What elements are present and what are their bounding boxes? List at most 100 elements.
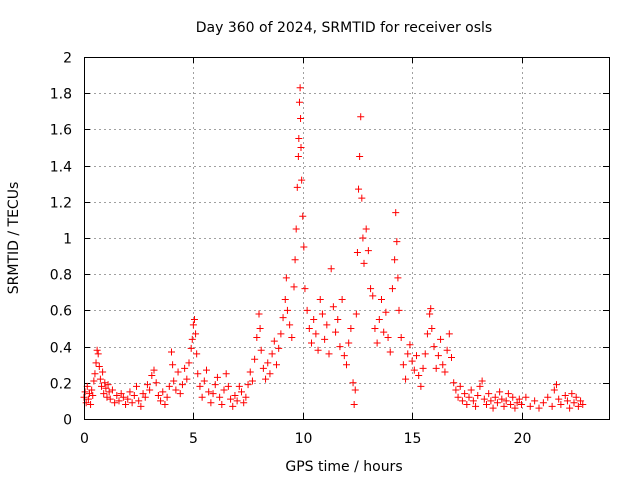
- data-point: [312, 330, 320, 338]
- data-point: [456, 382, 464, 390]
- data-point: [174, 368, 182, 376]
- data-point: [187, 344, 195, 352]
- data-point: [172, 386, 180, 394]
- data-point: [308, 339, 315, 347]
- data-point: [388, 285, 396, 293]
- data-point: [100, 390, 108, 398]
- data-point: [417, 382, 425, 390]
- data-point: [185, 359, 193, 367]
- data-point: [483, 401, 490, 409]
- data-point: [93, 346, 101, 354]
- data-point: [522, 393, 530, 401]
- data-point: [432, 364, 440, 372]
- data-point: [513, 399, 521, 407]
- data-point: [163, 393, 171, 401]
- x-tick-label: 0: [80, 431, 89, 447]
- data-point: [295, 98, 303, 106]
- data-point: [288, 334, 296, 342]
- data-point: [504, 390, 512, 398]
- data-point: [544, 393, 552, 401]
- data-point: [393, 238, 401, 246]
- data-point: [292, 225, 300, 233]
- data-point: [518, 401, 525, 409]
- chart-title: Day 360 of 2024, SRMTID for receiver osl…: [196, 20, 492, 36]
- data-point: [351, 386, 359, 394]
- y-tick-label: 1.6: [50, 123, 72, 139]
- data-point: [443, 346, 451, 354]
- data-point: [92, 359, 100, 367]
- data-point: [165, 382, 173, 390]
- data-point: [94, 350, 102, 358]
- data-point: [262, 375, 270, 383]
- data-point: [515, 395, 523, 403]
- data-point: [463, 401, 471, 409]
- data-point: [152, 379, 160, 387]
- data-point: [421, 350, 429, 358]
- data-point: [220, 386, 228, 394]
- data-point: [561, 391, 569, 399]
- data-point: [216, 393, 224, 401]
- data-point: [154, 391, 162, 399]
- data-point: [360, 259, 368, 267]
- data-point: [367, 285, 375, 293]
- data-point: [133, 382, 140, 390]
- data-point: [198, 393, 206, 401]
- data-point: [122, 401, 130, 409]
- data-point: [334, 315, 342, 323]
- data-point: [205, 388, 213, 396]
- data-point: [194, 370, 202, 378]
- data-point: [450, 379, 458, 387]
- data-point: [181, 364, 189, 372]
- x-tick-label: 15: [404, 431, 422, 447]
- y-tick-label: 1.2: [50, 196, 72, 212]
- data-point: [240, 399, 248, 407]
- data-point: [301, 285, 309, 293]
- data-point: [557, 401, 565, 409]
- data-point: [392, 209, 400, 217]
- data-point: [364, 247, 372, 255]
- data-point: [283, 306, 291, 314]
- data-point: [478, 377, 486, 385]
- data-point: [384, 334, 392, 342]
- data-point: [242, 393, 250, 401]
- data-point: [150, 366, 158, 374]
- data-point: [108, 386, 116, 394]
- data-point: [281, 296, 289, 304]
- data-point: [105, 388, 113, 396]
- data-point: [98, 382, 105, 390]
- data-point: [461, 390, 469, 398]
- data-point: [480, 395, 488, 403]
- data-point: [531, 397, 539, 405]
- data-point: [297, 144, 305, 151]
- data-point: [369, 292, 377, 300]
- data-point: [502, 397, 510, 405]
- data-point: [550, 386, 558, 394]
- data-point: [106, 395, 114, 403]
- data-point: [572, 393, 580, 401]
- data-point: [327, 265, 335, 273]
- grid-lines: [84, 57, 609, 419]
- data-point: [353, 248, 361, 256]
- data-point: [314, 346, 322, 354]
- data-point: [448, 353, 455, 361]
- data-point: [472, 402, 480, 410]
- data-point: [343, 361, 350, 369]
- data-point: [496, 388, 504, 396]
- data-point: [303, 306, 311, 314]
- data-point: [511, 404, 519, 412]
- data-point: [577, 397, 585, 405]
- data-point: [476, 382, 484, 390]
- data-point: [251, 355, 259, 363]
- data-point: [99, 368, 107, 376]
- data-point: [305, 325, 313, 332]
- data-point: [469, 397, 477, 405]
- data-point: [507, 401, 515, 409]
- data-point: [259, 364, 267, 372]
- data-point: [90, 377, 98, 385]
- data-point: [357, 113, 365, 121]
- data-point: [336, 343, 344, 351]
- data-point: [176, 390, 184, 398]
- data-point: [229, 402, 237, 410]
- data-point: [316, 296, 324, 304]
- data-point: [395, 306, 403, 314]
